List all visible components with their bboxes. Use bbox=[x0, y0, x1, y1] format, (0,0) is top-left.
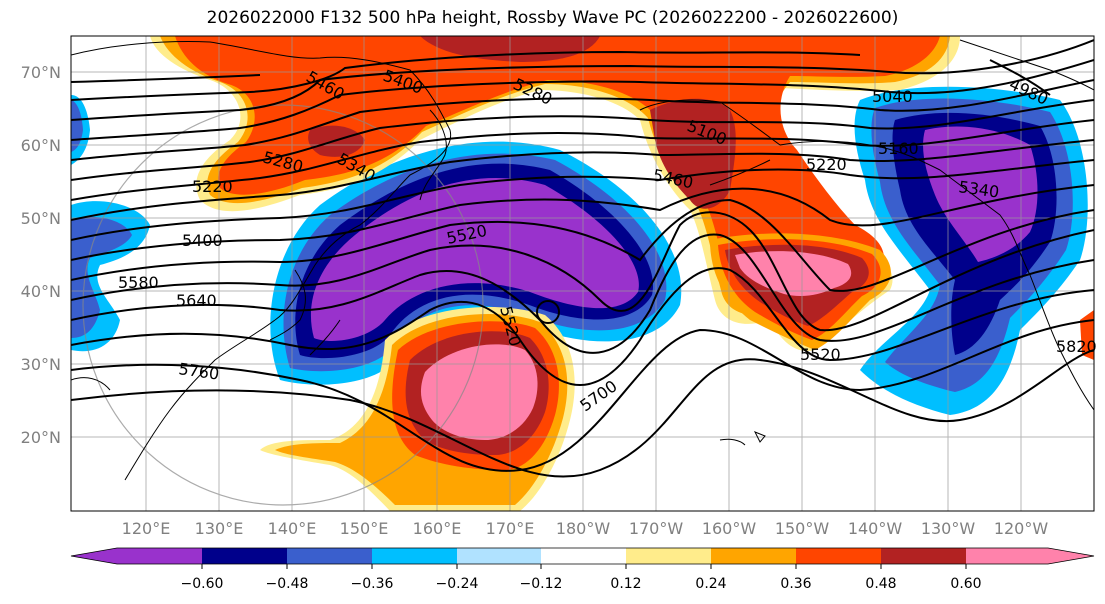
colorbar-bin bbox=[881, 548, 966, 564]
longitude-axis: 120°E 130°E 140°E 150°E 160°E 170°E 180°… bbox=[122, 519, 1049, 538]
height-contours bbox=[71, 39, 1094, 478]
lat-label: 30°N bbox=[21, 355, 61, 374]
colorbar-bin bbox=[287, 548, 372, 564]
lon-label: 130°E bbox=[195, 519, 244, 538]
colorbar-low-extension bbox=[71, 548, 117, 564]
map-title: 2026022000 F132 500 hPa height, Rossby W… bbox=[206, 8, 899, 28]
lon-label: 140°E bbox=[268, 519, 317, 538]
lon-label: 140°W bbox=[848, 519, 903, 538]
lon-label: 160°E bbox=[413, 519, 462, 538]
lon-label: 130°W bbox=[921, 519, 976, 538]
lon-label: 160°W bbox=[702, 519, 757, 538]
colorbar-bin bbox=[966, 548, 1048, 564]
lat-label: 60°N bbox=[21, 136, 61, 155]
colorbar-tick-label: 0.60 bbox=[950, 576, 981, 592]
colorbar-tick-label: 0.12 bbox=[610, 576, 641, 592]
colorbar-tick-label: −0.24 bbox=[436, 576, 479, 592]
contour-label: 5400 bbox=[182, 231, 223, 250]
lat-label: 20°N bbox=[21, 428, 61, 447]
anomaly-shading bbox=[71, 36, 1094, 511]
colorbar-bin bbox=[202, 548, 287, 564]
colorbar-bin bbox=[626, 548, 711, 564]
lat-label: 50°N bbox=[21, 209, 61, 228]
colorbar-tick-label: −0.12 bbox=[520, 576, 563, 592]
colorbar-tick-label: 0.36 bbox=[780, 576, 811, 592]
colorbar-bin bbox=[457, 548, 541, 564]
colorbar-bin bbox=[117, 548, 202, 564]
contour-label: 5640 bbox=[176, 291, 217, 310]
lon-label: 150°E bbox=[340, 519, 389, 538]
contour-label: 5820 bbox=[1056, 337, 1097, 356]
lat-label: 40°N bbox=[21, 282, 61, 301]
latitude-axis: 70°N 60°N 50°N 40°N 30°N 20°N bbox=[21, 63, 61, 447]
colorbar-tick-label: −0.36 bbox=[351, 576, 394, 592]
contour-label: 5580 bbox=[118, 273, 159, 292]
lat-label: 70°N bbox=[21, 63, 61, 82]
map-frame bbox=[70, 35, 1095, 512]
colorbar-bin bbox=[796, 548, 881, 564]
colorbar-tick-label: −0.48 bbox=[266, 576, 309, 592]
contour-label: 5040 bbox=[872, 87, 913, 106]
contour-label: 5220 bbox=[806, 155, 847, 174]
colorbar-bin bbox=[372, 548, 457, 564]
lon-label: 120°W bbox=[994, 519, 1049, 538]
contour-label: 5160 bbox=[878, 139, 919, 158]
colorbar-tick-label: 0.48 bbox=[865, 576, 896, 592]
colorbar: −0.60 −0.48 −0.36 −0.24 −0.12 0.12 0.24 … bbox=[70, 547, 1095, 592]
colorbar-tick-label: −0.60 bbox=[181, 576, 224, 592]
contour-label: 5220 bbox=[192, 177, 233, 196]
colorbar-bin bbox=[711, 548, 796, 564]
contour-label: 5520 bbox=[800, 345, 841, 364]
lon-label: 170°E bbox=[486, 519, 535, 538]
colorbar-bin bbox=[541, 548, 626, 564]
lon-label: 170°W bbox=[629, 519, 684, 538]
lon-label: 150°W bbox=[775, 519, 830, 538]
colorbar-tick-label: 0.24 bbox=[695, 576, 726, 592]
lon-label: 120°E bbox=[122, 519, 171, 538]
lon-label: 180°W bbox=[556, 519, 611, 538]
